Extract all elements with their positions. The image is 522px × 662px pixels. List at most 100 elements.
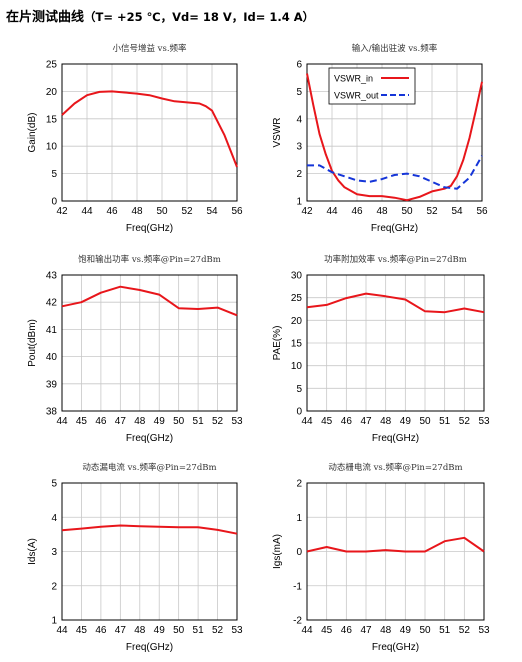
x-tick-label: 53: [478, 416, 490, 427]
x-tick-label: 52: [212, 416, 224, 427]
x-tick-label: 44: [326, 206, 338, 217]
x-tick-label: 50: [156, 206, 168, 217]
legend-label: VSWR_out: [334, 91, 379, 101]
legend-label: VSWR_in: [334, 74, 373, 84]
y-axis-label: Igs(mA): [272, 534, 283, 569]
x-axis-label: Freq(GHz): [372, 642, 419, 653]
x-axis-label: Freq(GHz): [126, 642, 173, 653]
x-tick-label: 44: [81, 206, 93, 217]
series-line-data: [306, 292, 485, 314]
y-tick-label: 25: [291, 293, 303, 304]
y-axis-label: PAE(%): [272, 326, 283, 361]
chart-3: 44 45 46 47 48 49 50 51 52 53 38 39 40 41 42 43 饱和输出功率 v…: [27, 254, 243, 444]
y-tick-label: 39: [46, 379, 58, 390]
y-tick-label: 30: [291, 271, 303, 282]
y-tick-label: 41: [46, 325, 58, 336]
x-tick-label: 46: [351, 206, 363, 217]
y-tick-label: 3: [51, 547, 57, 558]
y-tick-label: 2: [296, 169, 302, 180]
x-tick-label: 48: [131, 206, 143, 217]
y-axis-label: Ids(A): [27, 538, 38, 565]
x-tick-label: 49: [400, 625, 412, 636]
x-tick-label: 50: [419, 625, 431, 636]
y-tick-label: 0: [51, 197, 57, 208]
x-tick-label: 45: [321, 416, 333, 427]
chart-title: 饱和输出功率 vs.频率@Pin=27dBm: [78, 254, 221, 265]
x-tick-label: 46: [341, 625, 353, 636]
x-tick-label: 50: [173, 625, 185, 636]
x-tick-label: 49: [154, 416, 166, 427]
series-line-vswr-out: [307, 155, 483, 190]
x-tick-label: 51: [193, 625, 205, 636]
chart-title: 动态漏电流 vs.频率@Pin=27dBm: [82, 462, 216, 473]
x-tick-label: 48: [380, 416, 392, 427]
x-tick-label: 44: [301, 625, 313, 636]
plot-frame: [61, 274, 238, 412]
y-tick-label: 1: [51, 616, 57, 627]
x-tick-label: 54: [451, 206, 463, 217]
series-line-data: [61, 524, 238, 535]
y-tick-label: 4: [51, 513, 57, 524]
x-tick-label: 47: [360, 625, 372, 636]
plot-frame: [306, 63, 483, 202]
chart-title: 小信号增益 vs.频率: [112, 43, 187, 54]
x-tick-label: 50: [419, 416, 431, 427]
y-tick-label: 5: [51, 479, 57, 490]
page-title: 在片测试曲线: [6, 10, 85, 25]
x-tick-label: 52: [459, 625, 471, 636]
x-tick-label: 44: [56, 625, 68, 636]
chart-6: 44 45 46 47 48 49 50 51 52 53 -2 -1 0 1 2 动态栅电流 vs.频率@P…: [272, 462, 490, 653]
chart-title: 动态栅电流 vs.频率@Pin=27dBm: [328, 462, 462, 473]
y-tick-label: 3: [296, 142, 302, 153]
chart-title: 输入/输出驻波 vs.频率: [352, 43, 438, 54]
x-tick-label: 42: [56, 206, 68, 217]
series-line-data: [306, 536, 485, 553]
x-axis-label: Freq(GHz): [371, 223, 418, 234]
chart-4: 44 45 46 47 48 49 50 51 52 53 0 5 10 15 20 25 30 功率附加效率 v…: [272, 254, 490, 444]
y-tick-label: 5: [296, 87, 302, 98]
x-tick-label: 49: [154, 625, 166, 636]
y-axis-label: VSWR: [272, 118, 283, 148]
y-tick-label: 40: [46, 352, 58, 363]
y-tick-label: 20: [46, 87, 58, 98]
x-tick-label: 48: [376, 206, 388, 217]
x-tick-label: 49: [400, 416, 412, 427]
x-tick-label: 53: [231, 625, 243, 636]
y-axis-label: Gain(dB): [27, 112, 38, 152]
y-tick-label: 20: [291, 316, 303, 327]
plot-frame: [306, 274, 485, 412]
x-tick-label: 46: [341, 416, 353, 427]
y-tick-label: 6: [296, 60, 302, 71]
series-line-vswr-in: [306, 73, 483, 202]
y-tick-label: 4: [296, 114, 302, 125]
x-tick-label: 45: [76, 416, 88, 427]
x-tick-label: 48: [134, 625, 146, 636]
y-tick-label: 10: [291, 361, 303, 372]
x-tick-label: 44: [301, 416, 313, 427]
legend-box: [328, 67, 416, 105]
y-tick-label: 25: [46, 60, 58, 71]
y-axis-label: Pout(dBm): [27, 319, 38, 367]
y-tick-label: 1: [296, 513, 302, 524]
y-tick-label: -2: [293, 616, 302, 627]
plot-frame: [61, 482, 238, 621]
series-line-data: [61, 285, 238, 317]
x-tick-label: 56: [231, 206, 243, 217]
x-tick-label: 46: [95, 416, 107, 427]
x-tick-label: 50: [173, 416, 185, 427]
y-tick-label: 5: [51, 169, 57, 180]
series-line-data: [61, 90, 238, 168]
x-tick-label: 52: [459, 416, 471, 427]
y-tick-label: 2: [51, 581, 57, 592]
chart-1: 42 44 46 48 50 52 54 56 0 5 10 15 20 25 小信号增益 vs.频率 Fre…: [27, 43, 243, 234]
x-tick-label: 51: [439, 416, 451, 427]
x-tick-label: 50: [401, 206, 413, 217]
x-tick-label: 53: [231, 416, 243, 427]
x-tick-label: 47: [115, 416, 127, 427]
x-tick-label: 47: [360, 416, 372, 427]
legend: VSWR_in VSWR_out: [328, 67, 416, 105]
chart-title: 功率附加效率 vs.频率@Pin=27dBm: [324, 254, 467, 265]
page-heading: 在片测试曲线（T= +25 ℃，Vd= 18 V，Id= 1.4 A）: [6, 6, 314, 25]
